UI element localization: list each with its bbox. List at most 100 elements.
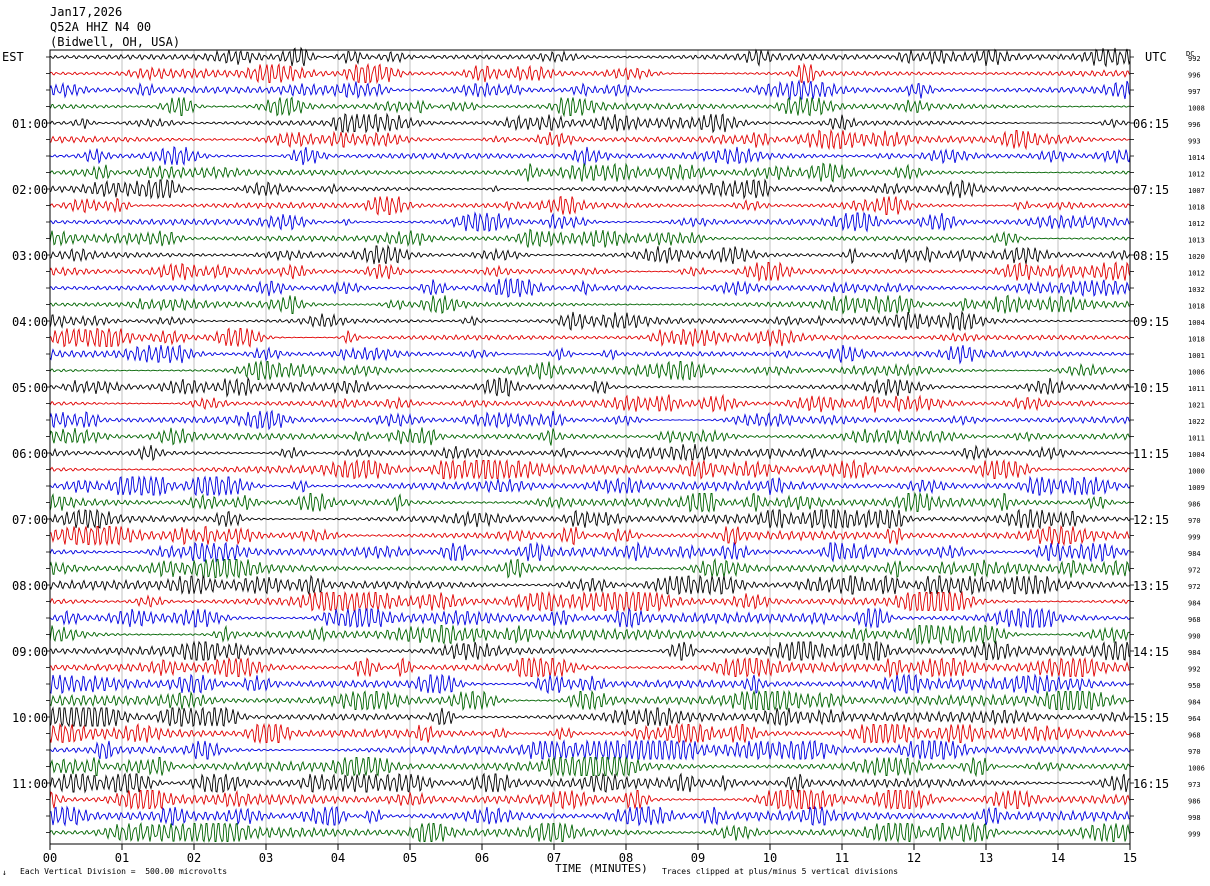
- trace-line: [49, 557, 1131, 580]
- trace-line: [49, 689, 1131, 712]
- utc-hour-label: 13:15: [1133, 579, 1169, 593]
- trace-line: [49, 195, 1131, 216]
- dc-offset-label: 1006: [1188, 765, 1205, 773]
- est-hour-label: 02:00: [12, 183, 48, 197]
- trace-line: [49, 146, 1131, 166]
- x-tick-label: 11: [835, 851, 849, 865]
- dc-offset-label: 968: [1188, 732, 1201, 740]
- trace-line: [49, 508, 1131, 530]
- trace-line: [49, 541, 1131, 563]
- trace-line: [49, 444, 1131, 462]
- trace-line: [49, 228, 1131, 248]
- dc-offset-label: 992: [1188, 55, 1201, 63]
- utc-hour-label: 11:15: [1133, 447, 1169, 461]
- dc-offset-label: 1020: [1188, 253, 1205, 261]
- trace-line: [49, 755, 1131, 778]
- dc-offset-label: 999: [1188, 831, 1201, 839]
- trace-line: [49, 821, 1131, 844]
- dc-offset-label: 992: [1188, 666, 1201, 674]
- trace-line: [49, 211, 1131, 233]
- dc-offset-label: 964: [1188, 715, 1201, 723]
- dc-offset-label: 1004: [1188, 451, 1205, 459]
- x-tick-label: 01: [115, 851, 129, 865]
- trace-line: [49, 128, 1131, 151]
- trace-line: [49, 640, 1131, 662]
- dc-offset-label: 990: [1188, 633, 1201, 641]
- dc-offset-label: 972: [1188, 567, 1201, 575]
- dc-offset-label: 950: [1188, 682, 1201, 690]
- utc-hour-label: 15:15: [1133, 711, 1169, 725]
- trace-line: [49, 112, 1131, 134]
- dc-offset-label: 996: [1188, 72, 1201, 80]
- dc-offset-label: 1004: [1188, 319, 1205, 327]
- x-tick-label: 02: [187, 851, 201, 865]
- trace-line: [49, 344, 1131, 365]
- x-tick-label: 09: [691, 851, 705, 865]
- dc-offset-label: 1012: [1188, 171, 1205, 179]
- utc-hour-label: 16:15: [1133, 777, 1169, 791]
- trace-line: [49, 376, 1131, 398]
- trace-line: [49, 656, 1130, 679]
- trace-line: [49, 79, 1131, 101]
- trace-line: [49, 409, 1131, 431]
- dc-offset-label: 998: [1188, 814, 1201, 822]
- x-tick-label: 14: [1051, 851, 1065, 865]
- dc-offset-label: 996: [1188, 121, 1201, 129]
- dc-offset-label: 1014: [1188, 154, 1205, 162]
- utc-hour-label: 14:15: [1133, 645, 1169, 659]
- dc-offset-label: 1032: [1188, 286, 1205, 294]
- dc-offset-label: 1009: [1188, 484, 1205, 492]
- x-tick-label: 13: [979, 851, 993, 865]
- utc-hour-label: 10:15: [1133, 381, 1169, 395]
- utc-hour-label: 07:15: [1133, 183, 1169, 197]
- down-arrow-icon: ↓: [2, 868, 7, 877]
- dc-offset-label: 1021: [1188, 402, 1205, 410]
- dc-offset-label: 984: [1188, 649, 1201, 657]
- dc-offset-label: 1012: [1188, 270, 1205, 278]
- trace-line: [49, 673, 1131, 695]
- dc-offset-label: 1011: [1188, 435, 1205, 443]
- trace-line: [49, 62, 1131, 85]
- x-tick-label: 03: [259, 851, 273, 865]
- x-tick-label: 06: [475, 851, 489, 865]
- trace-line: [49, 491, 1131, 513]
- est-hour-label: 06:00: [12, 447, 48, 461]
- trace-line: [49, 722, 1131, 745]
- dc-offset-label: 970: [1188, 517, 1201, 525]
- dc-offset-label: 1018: [1188, 204, 1205, 212]
- dc-offset-label: 972: [1188, 583, 1201, 591]
- dc-offset-label: 1011: [1188, 385, 1205, 393]
- trace-line: [49, 244, 1131, 265]
- dc-offset-label: 968: [1188, 616, 1201, 624]
- scale-note: Each Vertical Division = 500.00 microvol…: [20, 867, 228, 876]
- trace-line: [49, 706, 1131, 728]
- dc-offset-label: 984: [1188, 550, 1201, 558]
- dc-offset-label: 999: [1188, 534, 1201, 542]
- plot-frame: [49, 49, 1131, 845]
- dc-offset-label: 1013: [1188, 237, 1205, 245]
- trace-line: [49, 525, 1131, 547]
- dc-offset-label: 1007: [1188, 187, 1205, 195]
- trace-line: [49, 96, 1130, 118]
- est-hour-label: 08:00: [12, 579, 48, 593]
- header-date: Jan17,2026: [50, 5, 123, 19]
- utc-hour-label: 08:15: [1133, 249, 1169, 263]
- dc-offset-label: 970: [1188, 748, 1201, 756]
- x-tick-label: 00: [43, 851, 57, 865]
- dc-offset-label: 1012: [1188, 220, 1205, 228]
- trace-line: [49, 805, 1131, 827]
- x-axis-title: TIME (MINUTES): [555, 862, 648, 875]
- x-tick-label: 12: [907, 851, 921, 865]
- trace-line: [49, 46, 1131, 68]
- trace-line: [49, 574, 1131, 596]
- trace-line: [49, 277, 1131, 298]
- dc-offset-label: 1022: [1188, 418, 1205, 426]
- trace-layer: [49, 46, 1131, 844]
- trace-line: [49, 624, 1131, 646]
- x-tick-label: 15: [1123, 851, 1137, 865]
- est-hour-label: 07:00: [12, 513, 48, 527]
- header-location: (Bidwell, OH, USA): [50, 35, 181, 49]
- dc-offset-label: 993: [1188, 138, 1201, 146]
- dc-offset-label: 1008: [1188, 105, 1205, 113]
